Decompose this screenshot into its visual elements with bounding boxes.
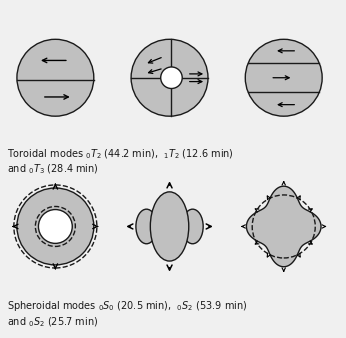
Circle shape — [17, 39, 94, 116]
Circle shape — [245, 39, 322, 116]
Text: Spheroidal modes $_{0}S_{0}$ (20.5 min),  $_{0}S_{2}$ (53.9 min)
and $_{0}S_{2}$: Spheroidal modes $_{0}S_{0}$ (20.5 min),… — [7, 299, 247, 329]
Circle shape — [38, 210, 72, 243]
Ellipse shape — [136, 209, 157, 244]
Circle shape — [17, 188, 94, 265]
Circle shape — [131, 39, 208, 116]
Ellipse shape — [150, 192, 189, 261]
Polygon shape — [246, 186, 321, 267]
Ellipse shape — [182, 209, 203, 244]
Circle shape — [161, 67, 182, 89]
Text: Toroidal modes $_{0}T_{2}$ (44.2 min),  $_{1}T_{2}$ (12.6 min)
and $_{0}T_{3}$ (: Toroidal modes $_{0}T_{2}$ (44.2 min), $… — [7, 147, 234, 176]
